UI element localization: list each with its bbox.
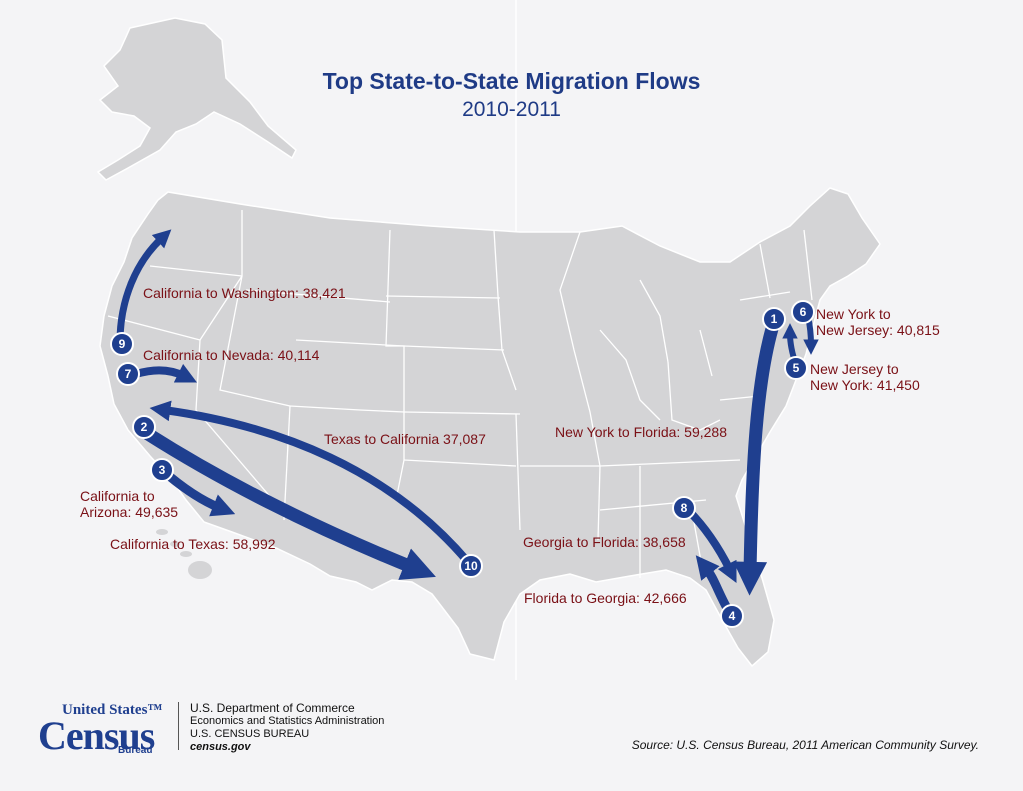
agency-admin: Economics and Statistics Administration: [190, 715, 385, 727]
census-logo: United States™ Census Bureau: [38, 702, 178, 758]
flow-label-5-line1: New Jersey to: [810, 361, 899, 377]
footer-divider: [178, 702, 179, 750]
rank-badge-4: 4: [720, 604, 744, 628]
flow-arrow-2: [141, 427, 436, 580]
flow-label-3-line1: California to: [80, 488, 155, 504]
flow-label-8: Georgia to Florida: 38,658: [523, 534, 686, 550]
flow-label-6-line2: New Jersey: 40,815: [816, 322, 940, 338]
flow-label-4: Florida to Georgia: 42,666: [524, 590, 687, 606]
flow-label-6-line1: New York to: [816, 306, 891, 322]
flow-label-3-line2: Arizona: 49,635: [80, 504, 179, 520]
title-block: Top State-to-State Migration Flows 2010-…: [0, 66, 1023, 124]
rank-badge-10: 10: [459, 554, 483, 578]
flow-label-3: California to Arizona: 49,635: [80, 488, 178, 520]
hawaii-shape: [156, 529, 212, 579]
rank-badge-7: 7: [116, 362, 140, 386]
alaska-shape: [96, 17, 297, 181]
rank-badge-8: 8: [672, 496, 696, 520]
flow-label-7: California to Nevada: 40,114: [143, 347, 320, 363]
flow-arrow-10: [149, 400, 472, 566]
rank-badge-5: 5: [784, 356, 808, 380]
footer-agency: U.S. Department of Commerce Economics an…: [190, 702, 384, 754]
rank-badge-9: 9: [110, 332, 134, 356]
flow-arrow-9: [116, 229, 172, 346]
agency-bureau: U.S. CENSUS BUREAU: [190, 728, 310, 740]
rank-badge-6: 6: [791, 300, 815, 324]
rank-badge-3: 3: [150, 458, 174, 482]
flow-label-6: New York to New Jersey: 40,815: [816, 306, 940, 338]
agency-dept: U.S. Department of Commerce: [190, 701, 355, 715]
rank-badge-1: 1: [762, 307, 786, 331]
flow-label-10: Texas to California 37,087: [324, 431, 486, 447]
source-note: Source: U.S. Census Bureau, 2011 America…: [631, 738, 979, 752]
flow-label-5-line2: New York: 41,450: [810, 377, 920, 393]
flow-arrow-7: [132, 363, 198, 383]
flow-label-2: California to Texas: 58,992: [110, 536, 276, 552]
logo-united-states: United States™: [62, 702, 163, 718]
flow-label-1: New York to Florida: 59,288: [555, 424, 727, 440]
flow-arrow-8: [684, 506, 737, 584]
logo-census: Census: [38, 713, 155, 758]
map-title: Top State-to-State Migration Flows: [322, 68, 701, 94]
agency-url[interactable]: census.gov: [190, 741, 251, 753]
flow-label-5: New Jersey to New York: 41,450: [810, 361, 920, 393]
logo-bureau: Bureau: [118, 745, 153, 756]
rank-badge-2: 2: [132, 415, 156, 439]
flow-label-9: California to Washington: 38,421: [143, 285, 346, 301]
map-subtitle: 2010-2011: [462, 98, 561, 121]
flow-arrow-1: [733, 315, 781, 596]
migration-arrows: [116, 229, 819, 615]
